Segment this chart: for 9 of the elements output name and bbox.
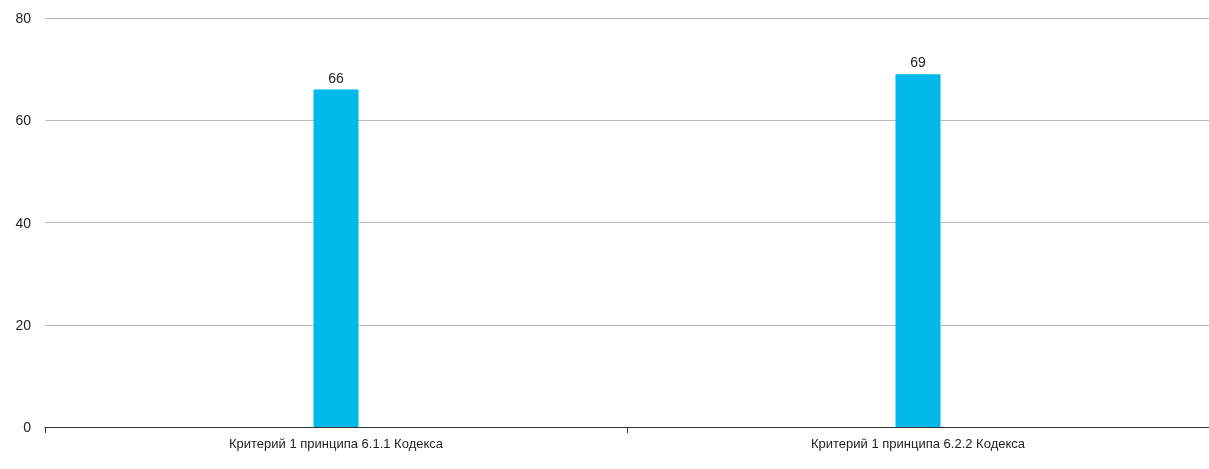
y-tick-label: 80 [15, 10, 32, 26]
y-tick-label: 20 [15, 316, 32, 333]
x-tick-label: Критерий 1 принципа 6.1.1 Кодекса [228, 436, 444, 451]
y-tick-label: 40 [15, 214, 32, 231]
data-label: 69 [910, 54, 926, 71]
y-tick-label: 60 [15, 112, 32, 129]
data-label: 66 [328, 69, 344, 86]
x-tick-label: Критерий 1 принципа 6.2.2 Кодекса [810, 436, 1026, 451]
y-tick-label: 0 [23, 419, 32, 435]
